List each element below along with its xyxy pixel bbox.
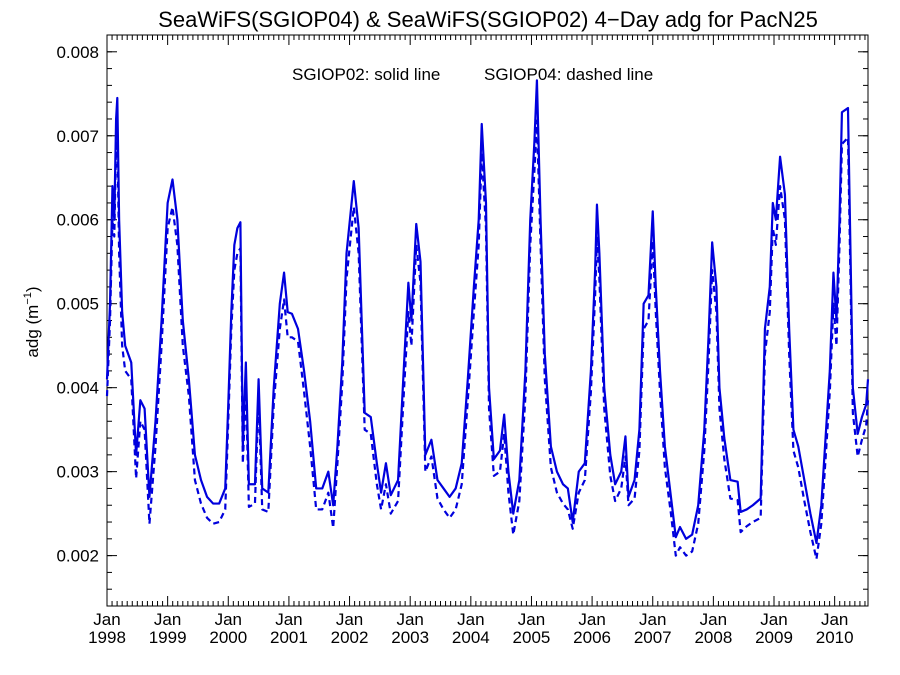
- x-tick-year: 2007: [634, 628, 672, 647]
- x-tick-year: 1999: [149, 628, 187, 647]
- x-tick-year: 2006: [573, 628, 611, 647]
- x-tick-year: 1998: [88, 628, 126, 647]
- y-tick-label: 0.003: [56, 463, 99, 482]
- x-tick-month: Jan: [275, 610, 302, 629]
- x-tick-month: Jan: [154, 610, 181, 629]
- y-tick-label: 0.004: [56, 379, 99, 398]
- x-tick-year: 2001: [270, 628, 308, 647]
- series-layer: [105, 79, 870, 561]
- x-tick-year: 2002: [331, 628, 369, 647]
- y-axis: 0.002 0.003 0.004 0.005 0.006 0.007 0.008: [56, 34, 868, 607]
- x-tick-month: Jan: [93, 610, 120, 629]
- x-tick-month: Jan: [396, 610, 423, 629]
- x-tick-year: 2009: [755, 628, 793, 647]
- y-tick-label: 0.002: [56, 547, 99, 566]
- x-tick-month: Jan: [215, 610, 242, 629]
- y-tick-label: 0.005: [56, 295, 99, 314]
- x-tick-month: Jan: [639, 610, 666, 629]
- x-tick-month: Jan: [457, 610, 484, 629]
- x-tick-year: 2000: [209, 628, 247, 647]
- series-line-sgiop04: [105, 119, 870, 561]
- x-tick-month: Jan: [518, 610, 545, 629]
- y-tick-label: 0.007: [56, 127, 99, 146]
- x-tick-year: 2004: [452, 628, 490, 647]
- y-tick-label: 0.008: [56, 43, 99, 62]
- x-tick-month: Jan: [700, 610, 727, 629]
- y-tick-label: 0.006: [56, 211, 99, 230]
- x-tick-year: 2008: [694, 628, 732, 647]
- x-tick-month: Jan: [336, 610, 363, 629]
- chart-title: SeaWiFS(SGIOP04) & SeaWiFS(SGIOP02) 4−Da…: [158, 7, 818, 32]
- y-axis-label-close: ): [23, 286, 42, 292]
- series-line-sgiop02: [105, 79, 870, 545]
- y-axis-label-base: adg (m: [23, 305, 42, 358]
- x-tick-month: Jan: [578, 610, 605, 629]
- x-axis: Jan1998Jan1999Jan2000Jan2001Jan2002Jan20…: [88, 35, 866, 647]
- x-tick-month: Jan: [760, 610, 787, 629]
- x-tick-year: 2010: [816, 628, 854, 647]
- x-tick-year: 2005: [513, 628, 551, 647]
- y-axis-label: adg (m−1): [22, 286, 42, 357]
- x-tick-year: 2003: [391, 628, 429, 647]
- annotation-dashed: SGIOP04: dashed line: [484, 65, 653, 84]
- y-axis-label-exponent: −1: [22, 292, 34, 305]
- annotation-solid: SGIOP02: solid line: [292, 65, 440, 84]
- x-tick-month: Jan: [821, 610, 848, 629]
